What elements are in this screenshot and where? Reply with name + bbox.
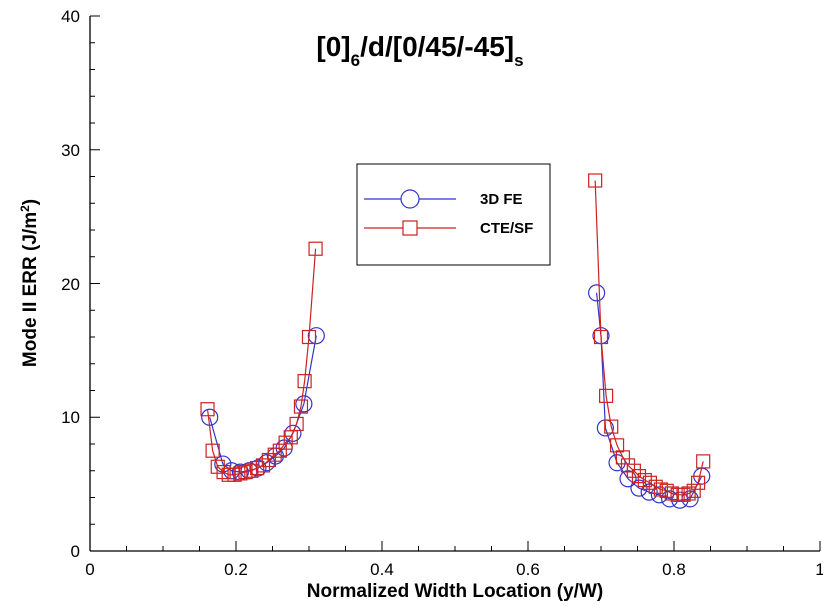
- data-point-3d-fe: [630, 479, 648, 497]
- data-point-3d-fe: [307, 327, 325, 345]
- data-point-cte-sf: [653, 482, 668, 497]
- data-point-cte-sf: [255, 458, 271, 473]
- data-point-3d-fe: [284, 424, 302, 442]
- data-point-cte-sf: [588, 173, 603, 188]
- chart-title-part: [0]: [316, 31, 350, 62]
- data-point-cte-sf: [289, 416, 304, 432]
- x-axis-title: Normalized Width Location (y/W): [307, 581, 603, 602]
- data-point-cte-sf: [244, 463, 259, 478]
- data-point-cte-sf: [664, 486, 679, 501]
- x-tick-label: 0.8: [662, 560, 686, 579]
- data-point-3d-fe: [223, 462, 241, 480]
- data-point-cte-sf: [681, 486, 696, 501]
- data-point-cte-sf: [227, 467, 242, 482]
- legend: 3D FE CTE/SF: [356, 163, 551, 266]
- data-point-cte-sf: [278, 435, 293, 450]
- series-layer: [200, 173, 711, 509]
- data-point-3d-fe: [295, 395, 313, 413]
- data-point-cte-sf: [648, 479, 663, 494]
- data-point-cte-sf: [210, 459, 225, 474]
- data-point-cte-sf: [308, 241, 323, 256]
- legend-label-cte-sf: CTE/SF: [480, 220, 533, 237]
- axis-ticks: [89, 15, 821, 552]
- data-point-cte-sf: [301, 329, 317, 345]
- data-point-3d-fe: [608, 454, 626, 472]
- data-point-cte-sf: [609, 438, 625, 453]
- y-tick-label: 30: [61, 141, 80, 160]
- chart-title-subscript: 6: [351, 51, 360, 70]
- y-tick-labels: 0 10 20 30 40: [61, 7, 80, 561]
- y-axis-title-main: Mode II ERR (J/m: [20, 212, 41, 367]
- data-point-cte-sf: [238, 464, 253, 480]
- data-point-cte-sf: [200, 402, 215, 417]
- x-tick-label: 1: [815, 560, 823, 579]
- data-point-cte-sf: [250, 460, 265, 476]
- x-tick-label: 0.6: [516, 560, 540, 579]
- data-point-cte-sf: [626, 463, 641, 478]
- y-axis-title: Mode II ERR (J/m2): [18, 199, 41, 367]
- data-point-cte-sf: [604, 419, 619, 434]
- data-point-3d-fe: [661, 490, 679, 508]
- data-point-3d-fe: [258, 454, 276, 472]
- data-point-cte-sf: [686, 483, 701, 498]
- data-point-cte-sf: [676, 487, 691, 502]
- data-point-cte-sf: [233, 466, 248, 481]
- chart-title: [0]6/d/[0/45/-45]s: [316, 31, 523, 70]
- data-point-cte-sf: [599, 388, 614, 403]
- data-point-cte-sf: [216, 464, 231, 480]
- data-point-cte-sf: [615, 450, 631, 465]
- data-point-3d-fe: [588, 284, 606, 302]
- y-tick-label: 20: [61, 275, 80, 294]
- data-point-cte-sf: [205, 443, 220, 458]
- y-axis-title-sup: 2: [18, 205, 32, 212]
- data-point-cte-sf: [593, 329, 609, 345]
- data-point-cte-sf: [283, 430, 298, 445]
- x-tick-label: 0: [85, 560, 94, 579]
- y-axis-title-end: ): [20, 199, 41, 205]
- legend-box: [356, 163, 551, 266]
- legend-marker-cte-sf: [402, 220, 418, 236]
- data-point-cte-sf: [659, 483, 674, 498]
- y-tick-label: 10: [61, 408, 80, 427]
- legend-label-3d-fe: 3D FE: [480, 191, 523, 208]
- y-tick-label: 40: [61, 7, 80, 26]
- data-point-cte-sf: [690, 475, 706, 490]
- series-line-cte-sf: [206, 248, 317, 476]
- chart-title-subscript: s: [514, 51, 523, 70]
- x-tick-label: 0.4: [370, 560, 394, 579]
- data-point-cte-sf: [696, 454, 711, 469]
- data-point-cte-sf: [272, 443, 287, 458]
- chart-title-part: /d/[0/45/-45]: [360, 31, 514, 62]
- data-point-3d-fe: [619, 470, 637, 488]
- data-point-cte-sf: [267, 447, 282, 462]
- x-tick-labels: 0 0.2 0.4 0.6 0.8 1: [85, 560, 823, 579]
- data-point-cte-sf: [293, 399, 309, 414]
- y-tick-label: 0: [71, 542, 80, 561]
- x-tick-label: 0.2: [224, 560, 248, 579]
- legend-marker-3d-fe: [400, 189, 420, 209]
- data-point-cte-sf: [620, 458, 636, 473]
- data-point-cte-sf: [297, 374, 312, 389]
- data-point-cte-sf: [261, 452, 276, 468]
